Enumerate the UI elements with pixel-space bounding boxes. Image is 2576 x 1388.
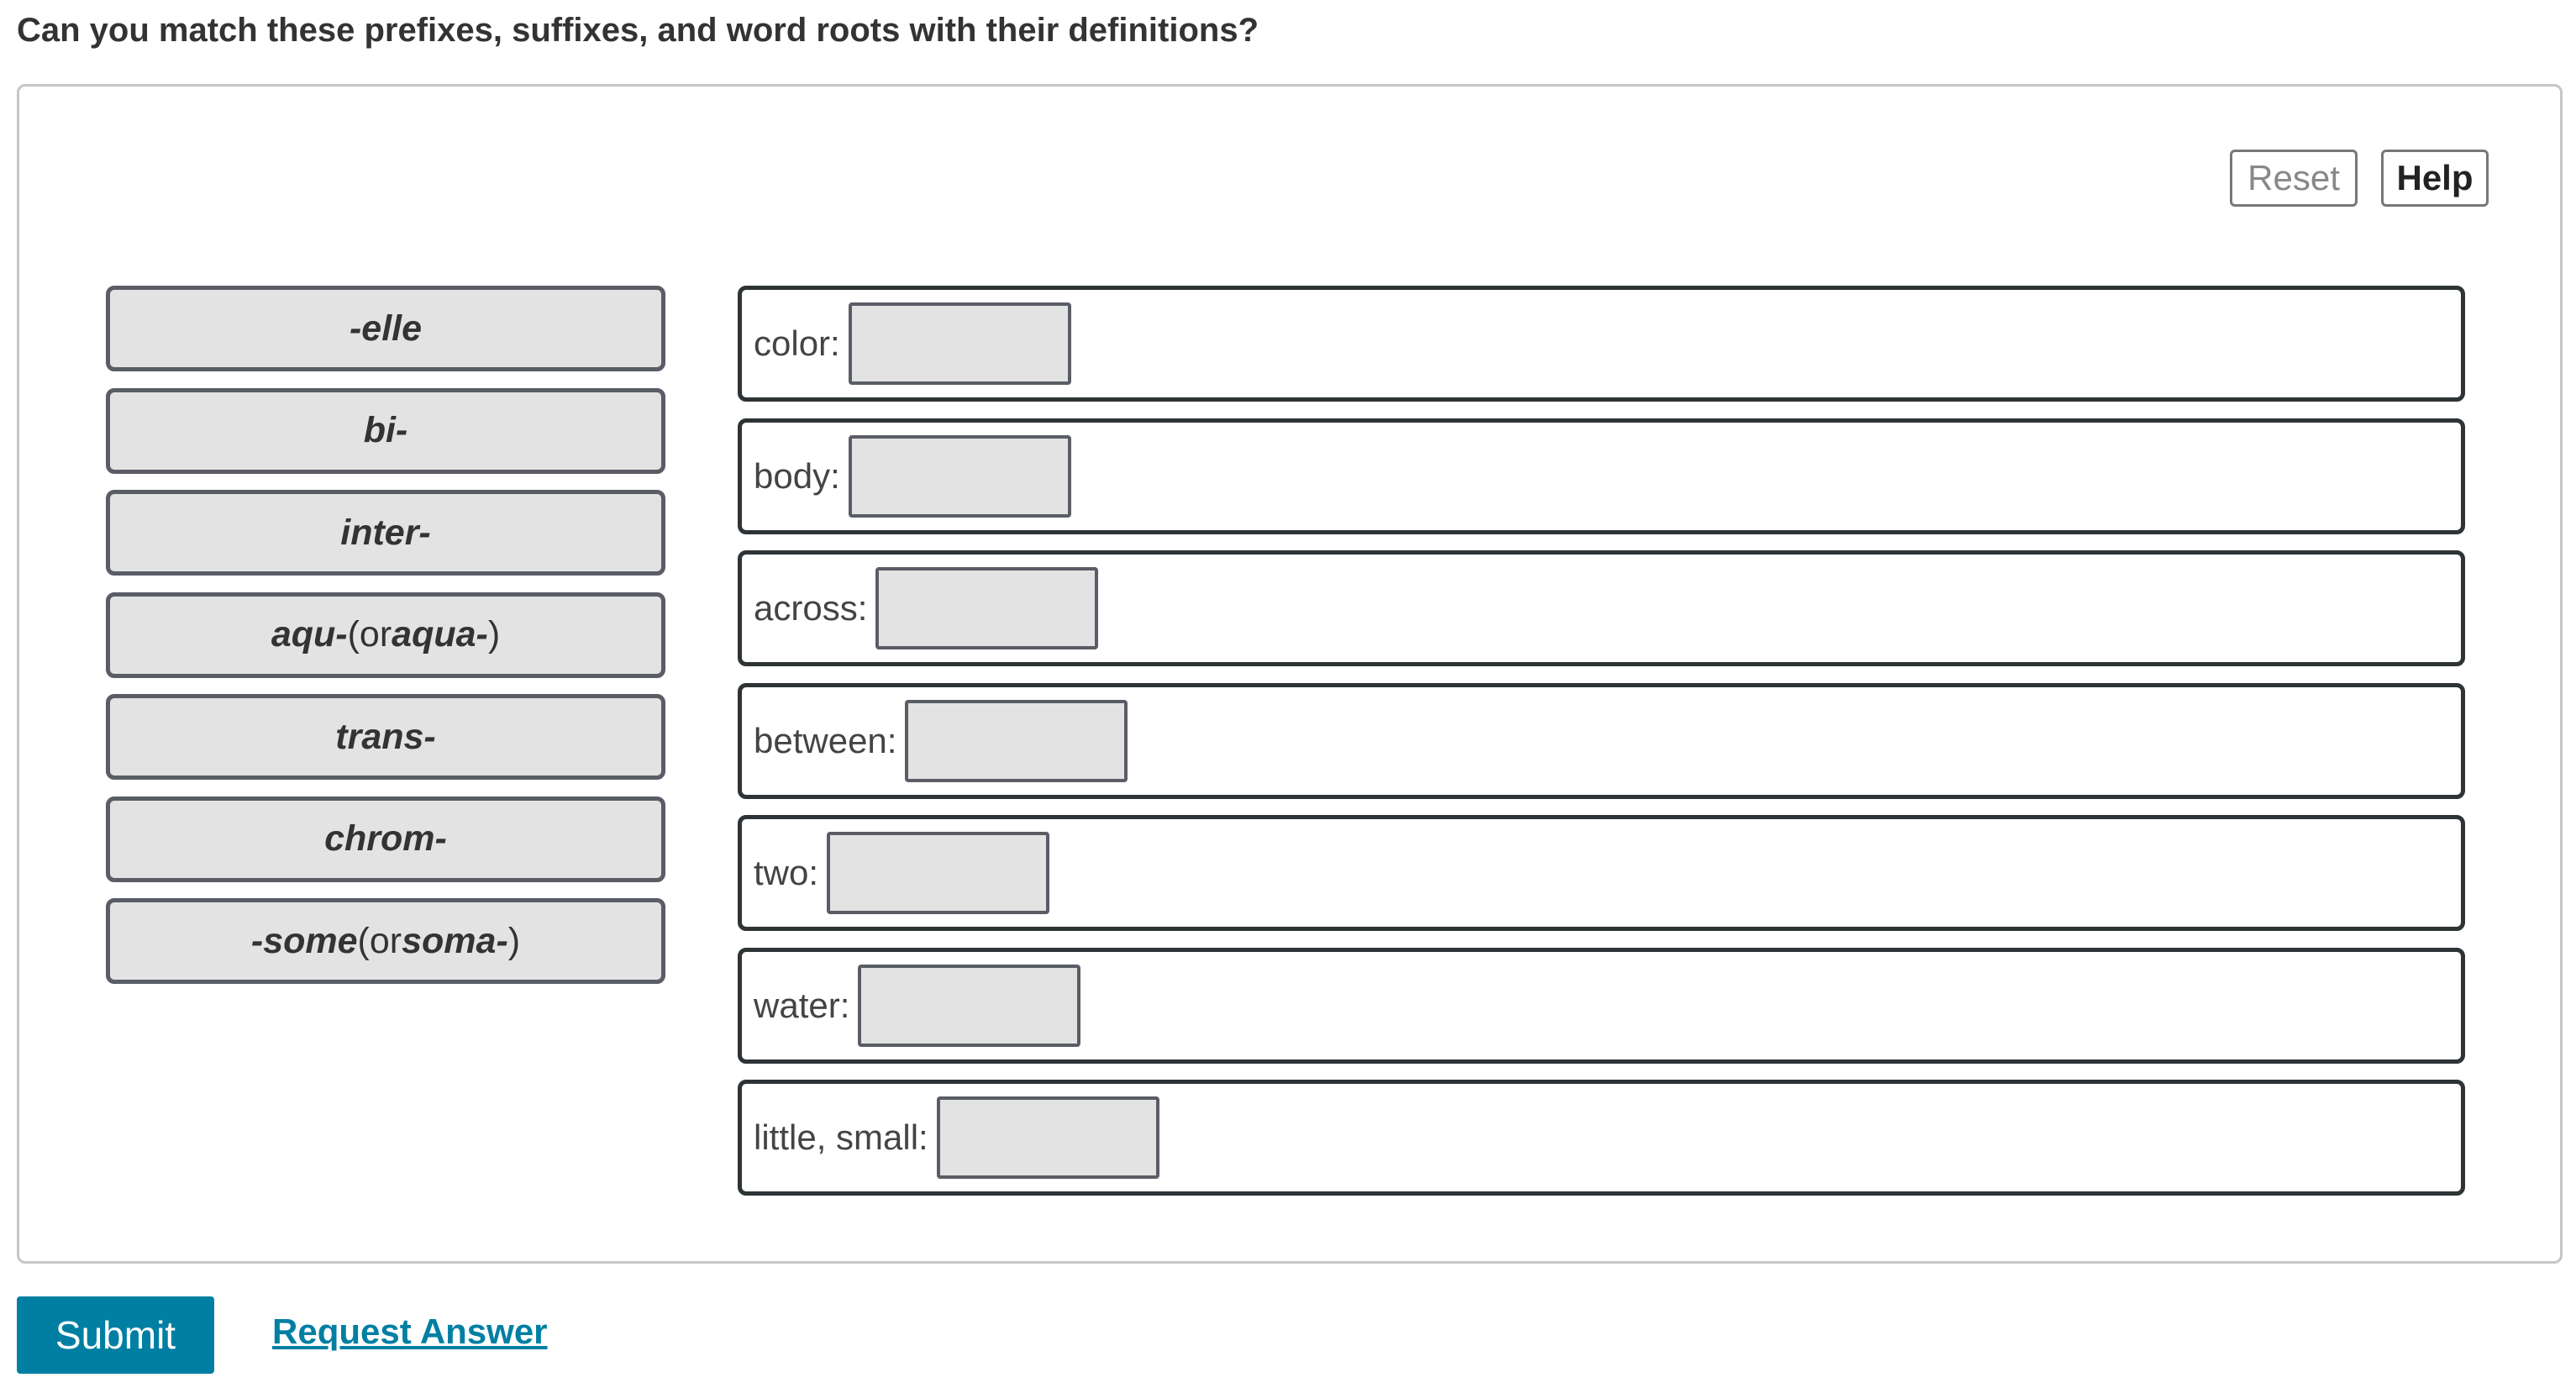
draggable-term[interactable]: trans- (106, 694, 665, 780)
term-main: trans- (335, 716, 436, 757)
definition-row: little, small: (738, 1080, 2465, 1196)
definition-label: two: (754, 853, 819, 892)
definition-label: between: (754, 720, 897, 760)
definition-label: color: (754, 323, 840, 363)
draggable-term[interactable]: bi- (106, 387, 665, 474)
definition-row: water: (738, 947, 2465, 1064)
term-main: aqu- (271, 614, 348, 655)
term-main: inter- (340, 512, 431, 553)
draggable-term[interactable]: inter- (106, 490, 665, 576)
term-alt: aqua- (392, 614, 488, 655)
term-main: chrom- (324, 818, 447, 859)
drop-target[interactable] (848, 302, 1071, 385)
drop-target[interactable] (905, 699, 1128, 782)
reset-button[interactable]: Reset (2230, 150, 2358, 207)
definition-row: body: (738, 418, 2465, 534)
term-close: ) (487, 614, 501, 655)
drop-target[interactable] (936, 1096, 1159, 1179)
definition-row: between: (738, 682, 2465, 799)
term-alt: soma- (402, 920, 508, 961)
matching-panel (17, 84, 2563, 1264)
draggable-term[interactable]: -some (or soma-) (106, 898, 665, 984)
term-main: bi- (363, 410, 408, 450)
term-main: -some (250, 920, 358, 961)
submit-button[interactable]: Submit (17, 1296, 214, 1374)
definition-label: little, small: (754, 1117, 928, 1157)
drop-target[interactable] (858, 964, 1081, 1047)
draggable-term[interactable]: -elle (106, 286, 665, 371)
drop-target[interactable] (848, 434, 1071, 518)
definition-row: color: (738, 286, 2465, 402)
definition-label: water: (754, 985, 850, 1025)
definition-row: across: (738, 550, 2465, 666)
draggable-term[interactable]: chrom- (106, 796, 665, 882)
drop-target[interactable] (827, 832, 1050, 914)
help-button[interactable]: Help (2381, 150, 2489, 207)
definition-label: body: (754, 455, 840, 496)
draggable-term[interactable]: aqu- (or aqua-) (106, 591, 665, 678)
request-answer-link[interactable]: Request Answer (272, 1312, 548, 1351)
term-close: ) (507, 920, 521, 961)
term-connector: (or (357, 920, 402, 961)
term-main: -elle (349, 308, 423, 349)
question-text: Can you match these prefixes, suffixes, … (17, 12, 1259, 49)
definition-row: two: (738, 815, 2465, 931)
drop-target[interactable] (875, 567, 1099, 649)
term-connector: (or (347, 614, 392, 655)
definition-label: across: (754, 588, 868, 628)
